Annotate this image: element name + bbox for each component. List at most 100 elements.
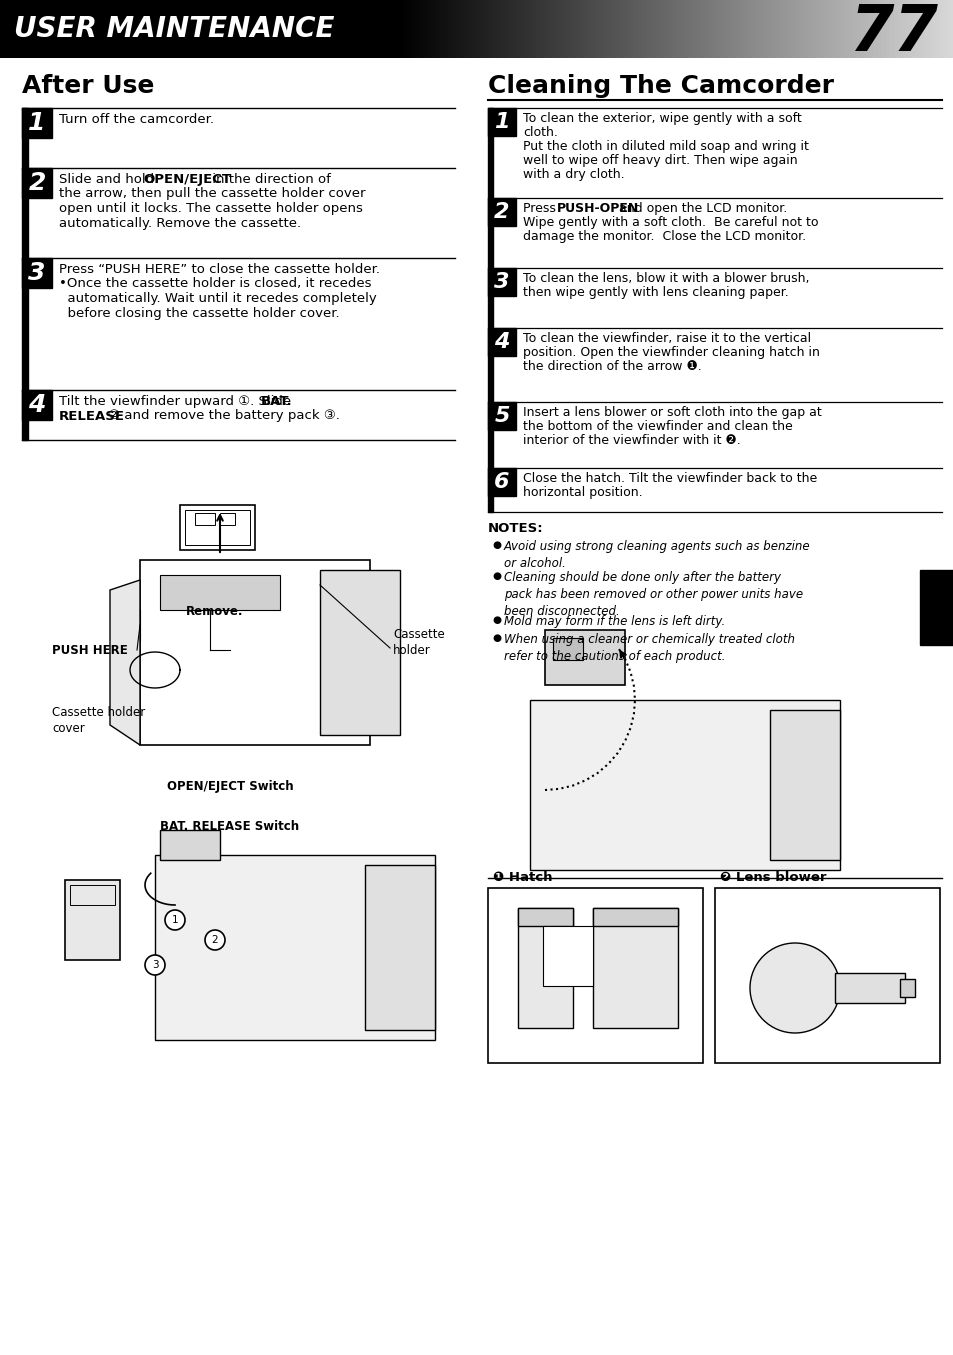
Text: PUSH-OPEN: PUSH-OPEN [556,202,639,215]
Bar [241,0,243,58]
Bar [481,0,483,58]
Bar [570,0,572,58]
Bar [195,0,197,58]
Bar [817,0,818,58]
Text: Close the hatch. Tilt the viewfinder back to the: Close the hatch. Tilt the viewfinder bac… [522,472,817,485]
Bar [188,0,189,58]
Text: in the direction of: in the direction of [208,173,331,186]
Bar [92,0,93,58]
Bar [393,0,394,58]
Bar [693,0,694,58]
Bar [493,0,494,58]
Bar [378,0,379,58]
Bar [202,0,203,58]
Bar [48,0,50,58]
Bar [674,0,675,58]
Bar [500,0,502,58]
Bar [908,0,910,58]
Bar [151,0,152,58]
Bar [488,402,516,430]
Bar [310,0,312,58]
Bar [279,0,281,58]
Bar [827,0,829,58]
Bar [488,328,516,356]
Bar [376,0,378,58]
Bar [662,0,664,58]
Bar [945,0,946,58]
Bar [646,0,648,58]
Bar [157,0,159,58]
Text: open until it locks. The cassette holder opens: open until it locks. The cassette holder… [59,202,362,215]
Bar [664,0,665,58]
Text: PUSH HERE: PUSH HERE [52,644,128,657]
Bar [227,0,229,58]
Bar [505,0,507,58]
Bar [712,0,713,58]
Bar [383,0,384,58]
Text: ❶ Hatch: ❶ Hatch [493,871,552,883]
Bar [715,0,717,58]
Bar [208,0,210,58]
Bar [626,0,627,58]
Bar [891,0,893,58]
Bar [464,0,465,58]
Bar [365,864,435,1030]
Bar [108,0,110,58]
Text: cloth.: cloth. [522,126,558,140]
Bar [440,0,441,58]
Bar [529,0,531,58]
Bar [455,0,456,58]
Bar [233,0,235,58]
Bar [457,0,459,58]
Bar [7,0,8,58]
Bar [270,0,272,58]
Bar [419,0,421,58]
Bar [724,0,726,58]
Polygon shape [110,580,140,745]
Bar [478,0,479,58]
Bar [180,505,254,550]
Bar [836,0,837,58]
Bar [470,0,472,58]
Bar [70,0,71,58]
Bar [5,0,7,58]
Bar [253,0,254,58]
Bar [460,0,462,58]
Text: OPEN/EJECT Switch: OPEN/EJECT Switch [167,780,293,793]
Bar [52,0,54,58]
Bar [632,0,634,58]
Bar [527,0,529,58]
Bar [40,0,41,58]
Bar [400,0,402,58]
Bar [869,0,870,58]
Bar [336,0,338,58]
Bar [769,0,770,58]
Bar [934,0,936,58]
Bar [899,980,914,997]
Bar [407,0,408,58]
Bar [932,0,934,58]
Bar [84,0,86,58]
Bar [517,0,519,58]
Bar [422,0,424,58]
Bar [694,0,696,58]
Bar [584,0,586,58]
Bar [78,0,79,58]
Bar [155,0,157,58]
Bar [489,0,491,58]
Bar [246,0,248,58]
Bar [443,0,445,58]
Bar [219,0,221,58]
Bar [302,0,303,58]
Bar [603,0,605,58]
Bar [598,0,600,58]
Bar [194,514,214,524]
Bar [388,0,389,58]
Bar [472,0,474,58]
Bar [110,0,112,58]
Bar [364,0,365,58]
Bar [486,0,488,58]
Bar [24,0,26,58]
Bar [367,0,369,58]
Bar [29,0,30,58]
